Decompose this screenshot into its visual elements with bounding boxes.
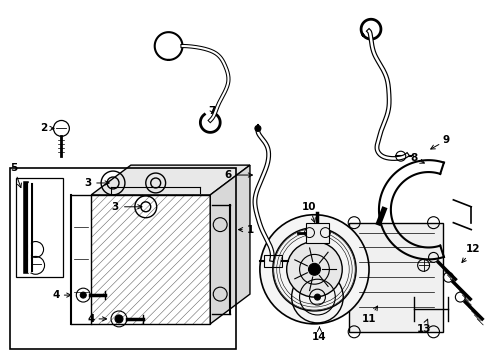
Bar xyxy=(306,223,329,243)
Bar xyxy=(264,255,282,267)
Text: 4: 4 xyxy=(53,290,71,300)
Text: 2: 2 xyxy=(40,123,54,134)
Text: 1: 1 xyxy=(239,225,254,235)
Text: 12: 12 xyxy=(462,244,481,262)
Text: 3: 3 xyxy=(112,202,142,212)
Circle shape xyxy=(255,125,261,131)
Text: 10: 10 xyxy=(302,202,317,222)
Circle shape xyxy=(260,215,369,324)
Circle shape xyxy=(315,294,320,300)
Circle shape xyxy=(115,315,123,323)
Text: 5: 5 xyxy=(10,163,22,188)
Polygon shape xyxy=(91,165,250,195)
Text: 8: 8 xyxy=(410,153,424,163)
Text: 6: 6 xyxy=(224,170,252,180)
Circle shape xyxy=(80,292,86,298)
Bar xyxy=(10,168,236,349)
Bar xyxy=(91,195,210,324)
Bar xyxy=(16,178,63,277)
Text: 7: 7 xyxy=(209,105,216,116)
Polygon shape xyxy=(210,165,250,324)
Text: 14: 14 xyxy=(312,327,327,342)
Text: 3: 3 xyxy=(84,178,109,188)
Text: 13: 13 xyxy=(416,319,431,334)
Circle shape xyxy=(309,264,320,275)
Circle shape xyxy=(292,271,343,323)
Circle shape xyxy=(287,242,342,297)
Text: 9: 9 xyxy=(431,135,450,149)
Bar xyxy=(349,223,443,332)
Text: 4: 4 xyxy=(88,314,107,324)
Text: 11: 11 xyxy=(362,306,378,324)
